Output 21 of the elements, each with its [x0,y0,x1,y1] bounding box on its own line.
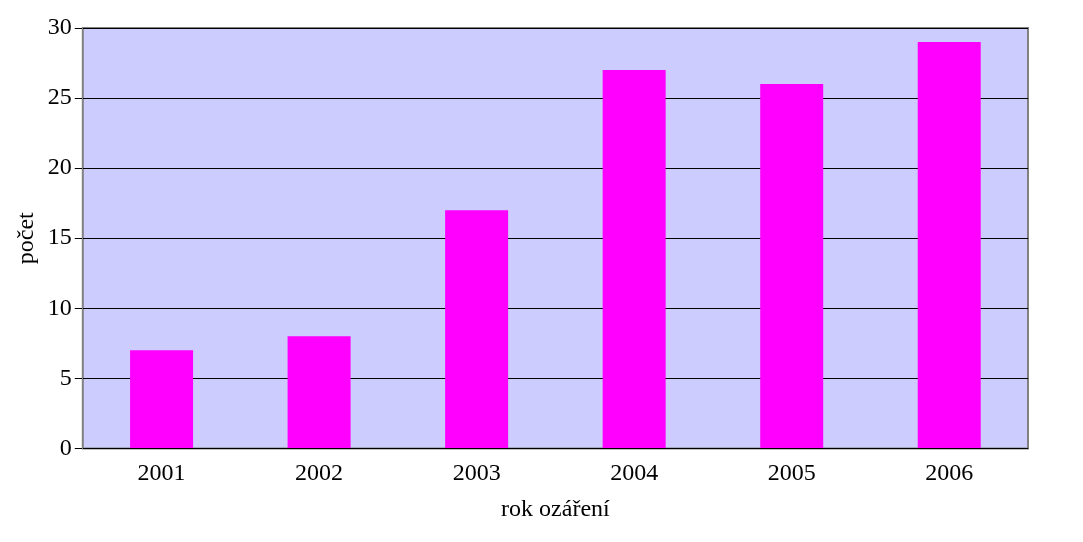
y-tick-label: 15 [47,223,72,250]
x-tick-label: 2002 [295,459,344,486]
y-tick-label: 0 [59,433,72,460]
x-tick-label: 2003 [452,459,501,486]
bar [917,42,981,448]
y-axis-title: počet [11,211,38,265]
x-tick-label: 2005 [767,459,816,486]
bar [760,84,824,448]
y-tick-label: 20 [47,153,72,180]
y-tick-label: 5 [59,363,72,390]
x-tick-label: 2006 [925,459,974,486]
bar [130,350,194,448]
x-tick-label: 2001 [137,459,186,486]
bar [445,210,509,448]
bar [602,70,666,448]
x-tick-label: 2004 [610,459,659,486]
y-tick-label: 30 [47,13,72,40]
bar [287,336,351,448]
y-tick-label: 25 [47,83,72,110]
y-tick-label: 10 [47,293,72,320]
x-axis-title: rok ozáření [501,494,611,521]
